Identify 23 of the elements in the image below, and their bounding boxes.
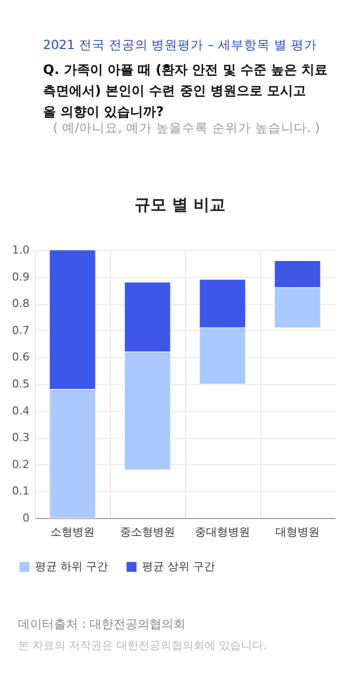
y-tick-label: 0.5 xyxy=(12,378,30,390)
x-tick-label: 소형병원 xyxy=(50,526,94,538)
y-tick-label: 0.8 xyxy=(12,297,30,310)
text: 본 자료의 저작권은 대한전공의협의회에 있습니다. xyxy=(18,639,266,652)
text: 2021 전국 전공의 병원평가 – 세부항목 별 평가 xyxy=(43,37,317,52)
y-tick-label: 1.0 xyxy=(12,244,30,256)
text: ( 예/아니요, 예가 높을수록 순위가 높습니다. ) xyxy=(53,120,320,135)
y-tick-label: 0.7 xyxy=(12,324,30,337)
y-tick-label: 0.6 xyxy=(12,350,30,364)
legend-label: 평균 상위 구간 xyxy=(142,560,215,573)
y-tick-label: 0.3 xyxy=(12,431,30,444)
y-tick-label: 0.4 xyxy=(12,404,30,418)
x-tick-label: 대형병원 xyxy=(276,526,320,538)
y-tick-label: 0.9 xyxy=(12,270,30,284)
legend-label: 평균 하위 구간 xyxy=(35,560,108,573)
text: 데이터출처 : 대한전공의협의회 xyxy=(18,617,186,631)
chart-title: 규모 별 비교 xyxy=(134,195,226,214)
text: Q. 가족이 아플 때 (환자 안전 및 수준 높은 치료 측면에서) 본인이 수련 중인 병원으로 모시고 올 의향이 있습니까? xyxy=(43,63,328,120)
y-tick-label: 0 xyxy=(22,512,30,524)
x-tick-label: 중대형병원 xyxy=(195,526,250,538)
y-tick-label: 0.2 xyxy=(12,458,30,471)
y-tick-label: 0.1 xyxy=(12,484,30,498)
x-tick-label: 중소형병원 xyxy=(120,526,175,538)
